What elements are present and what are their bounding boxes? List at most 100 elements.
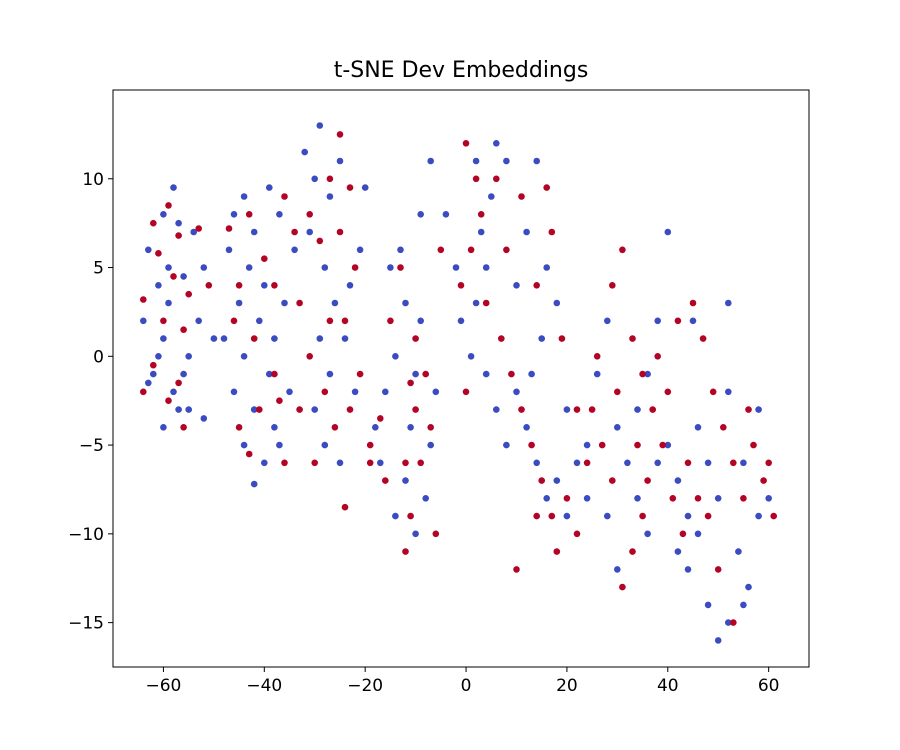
data-point (639, 370, 646, 378)
data-point (513, 388, 520, 396)
data-point (296, 406, 303, 413)
data-point (255, 406, 263, 413)
data-point (725, 619, 732, 626)
data-point (659, 441, 666, 449)
data-point (649, 406, 656, 413)
data-point (614, 424, 621, 431)
data-point (240, 353, 248, 360)
y-tick-label: −15 (68, 614, 104, 634)
data-point (140, 388, 147, 396)
data-point (175, 219, 182, 227)
data-point (442, 211, 450, 218)
data-point (518, 406, 525, 413)
data-point (377, 459, 384, 467)
data-point (145, 246, 152, 254)
data-point (477, 228, 485, 236)
data-point (644, 477, 651, 484)
data-point (145, 379, 152, 387)
data-point (316, 335, 324, 342)
data-point (427, 441, 435, 449)
data-point (412, 406, 419, 413)
data-point (472, 157, 480, 165)
data-point (694, 424, 702, 431)
data-point (508, 370, 515, 378)
data-point (271, 335, 278, 342)
data-point (321, 441, 329, 449)
data-point (366, 441, 374, 449)
data-point (639, 512, 646, 520)
data-point (392, 353, 399, 360)
data-point (321, 264, 329, 271)
data-point (745, 583, 752, 591)
data-point (336, 157, 344, 165)
data-point (372, 424, 379, 431)
data-point (674, 477, 682, 484)
data-point (714, 495, 722, 502)
data-point (432, 388, 440, 396)
data-point (397, 264, 404, 271)
data-point (452, 264, 460, 271)
data-point (190, 228, 197, 236)
data-point (281, 193, 288, 200)
data-point (533, 459, 540, 467)
data-point (548, 512, 556, 520)
data-point (755, 512, 762, 520)
data-point (467, 353, 475, 360)
data-point (200, 415, 208, 422)
data-point (629, 335, 636, 342)
data-point (427, 157, 435, 165)
data-point (745, 406, 752, 413)
data-point (341, 335, 349, 342)
data-point (326, 317, 334, 325)
data-point (180, 370, 187, 378)
data-point (306, 211, 314, 218)
data-point (538, 477, 545, 484)
data-point (634, 406, 641, 413)
data-point (553, 477, 561, 484)
data-point (377, 415, 384, 422)
data-point (765, 495, 772, 502)
data-point (664, 441, 672, 449)
data-point (730, 459, 737, 467)
data-point (629, 548, 636, 555)
data-point (503, 246, 510, 254)
data-point (336, 228, 344, 236)
data-point (498, 335, 505, 342)
data-point (654, 353, 661, 360)
data-point (165, 397, 172, 405)
data-point (704, 601, 712, 609)
data-point (392, 512, 399, 520)
data-point (306, 228, 314, 236)
data-point (225, 225, 233, 232)
data-point (235, 424, 243, 431)
data-point (240, 193, 248, 200)
data-point (563, 512, 571, 520)
data-point (462, 140, 470, 147)
data-point (366, 459, 374, 467)
data-point (397, 246, 404, 254)
data-point (326, 175, 334, 183)
data-point (674, 548, 682, 555)
data-point (604, 512, 611, 520)
data-point (765, 459, 772, 467)
data-point (609, 282, 616, 289)
data-point (563, 406, 571, 413)
data-point (725, 299, 732, 307)
data-point (543, 184, 550, 191)
data-point (382, 477, 389, 484)
data-point (427, 424, 435, 431)
data-point (160, 211, 167, 218)
data-point (351, 388, 359, 396)
data-point (346, 282, 354, 289)
data-point (341, 503, 349, 511)
data-point (538, 335, 545, 342)
data-point (644, 370, 651, 378)
data-point (165, 299, 172, 307)
data-point (311, 406, 319, 413)
data-point (316, 237, 324, 245)
data-point (472, 175, 480, 183)
data-point (240, 441, 248, 449)
data-point (170, 184, 177, 191)
data-point (281, 299, 288, 307)
data-point (664, 228, 672, 236)
